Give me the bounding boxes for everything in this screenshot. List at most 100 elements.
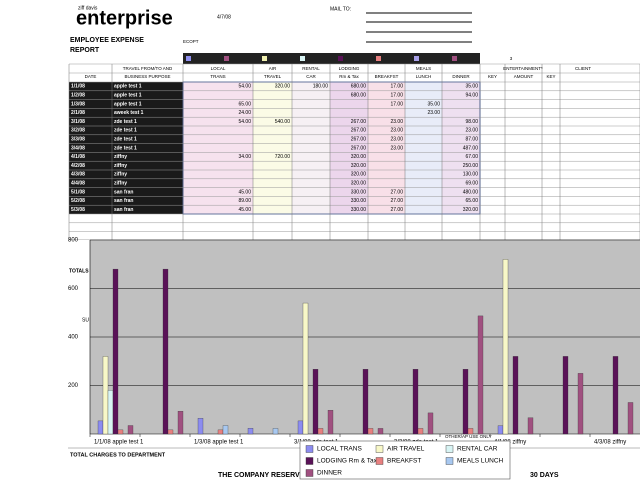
bar bbox=[312, 369, 319, 435]
amount-cell: 23.00 bbox=[465, 128, 478, 134]
legend-swatch bbox=[375, 457, 384, 465]
date-cell: 1/2/08 bbox=[71, 93, 85, 99]
amount-cell: 27.00 bbox=[390, 189, 403, 195]
y-tick-label: 600 bbox=[68, 286, 79, 292]
toolbar-swatch bbox=[338, 56, 343, 61]
amount-cell: 540.00 bbox=[275, 119, 291, 125]
report-title: EMPLOYEE EXPENSE bbox=[70, 37, 144, 44]
bar bbox=[612, 356, 619, 435]
legend-label: LODGING Rm & Tax bbox=[317, 458, 378, 465]
mail-to-label: MAIL TO: bbox=[330, 6, 351, 12]
selected-cells bbox=[69, 82, 183, 214]
column-header: BREAKFST bbox=[375, 74, 399, 79]
toolbar-swatch bbox=[376, 56, 381, 61]
amount-cell: 67.00 bbox=[465, 154, 478, 160]
amount-cell: 24.00 bbox=[238, 110, 251, 116]
date-cell: 3/1/08 bbox=[71, 119, 85, 125]
y-tick-label: 400 bbox=[68, 335, 79, 341]
amount-cell: 65.00 bbox=[238, 101, 251, 107]
column-header: CLIENT bbox=[575, 66, 591, 71]
bar bbox=[477, 315, 484, 435]
date-cell: 5/2/08 bbox=[71, 198, 85, 204]
amount-cell: 35.00 bbox=[427, 101, 440, 107]
purpose-cell: san fran bbox=[114, 198, 133, 204]
x-tick-label: 1/3/08 apple test 1 bbox=[194, 440, 244, 446]
report-title: REPORT bbox=[70, 47, 100, 54]
column-header: RENTAL bbox=[302, 66, 320, 71]
column-header: ENTERTAINMENT* bbox=[503, 66, 543, 71]
amount-cell: 330.00 bbox=[351, 189, 367, 195]
column-header: TRAVEL FROM/TO AND bbox=[123, 66, 173, 71]
amount-cell: 330.00 bbox=[351, 198, 367, 204]
legend-label: AIR TRAVEL bbox=[387, 446, 425, 453]
amount-cell: 487.00 bbox=[463, 145, 479, 151]
amount-cell: 45.00 bbox=[238, 189, 251, 195]
bar bbox=[177, 411, 184, 435]
bar bbox=[127, 425, 134, 435]
legend-swatch bbox=[305, 469, 314, 477]
toolbar-swatch bbox=[186, 56, 191, 61]
amount-cell: 94.00 bbox=[465, 93, 478, 99]
amount-cell: 320.00 bbox=[275, 84, 291, 90]
toolbar-swatch bbox=[452, 56, 457, 61]
date-cell: 4/3/08 bbox=[71, 172, 85, 178]
date-cell: 1/3/08 bbox=[71, 101, 85, 107]
amount-cell: 267.00 bbox=[351, 145, 367, 151]
amount-cell: 250.00 bbox=[463, 163, 479, 169]
date-cell: 1/1/08 bbox=[71, 84, 85, 90]
column-tint bbox=[253, 82, 292, 214]
legend-swatch bbox=[445, 457, 454, 465]
bar bbox=[562, 356, 569, 435]
bar bbox=[512, 356, 519, 435]
purpose-cell: zde test 1 bbox=[114, 128, 137, 134]
legend-label: LOCAL TRANS bbox=[317, 446, 362, 453]
bar bbox=[462, 369, 469, 435]
bar bbox=[197, 418, 204, 435]
bar bbox=[222, 425, 229, 435]
bar bbox=[327, 410, 334, 435]
bar bbox=[302, 302, 309, 435]
bar bbox=[497, 425, 504, 435]
bar bbox=[467, 428, 474, 435]
bar bbox=[167, 429, 174, 435]
date-cell: 4/4/08 bbox=[71, 181, 85, 187]
purpose-cell: aweek test 1 bbox=[114, 110, 144, 116]
sheet: DATE TRAVEL FROM/TO AND BUSINESS PURPOSE LO… bbox=[68, 53, 640, 241]
bar bbox=[412, 369, 419, 435]
amount-cell: 267.00 bbox=[351, 128, 367, 134]
purpose-cell: apple test 1 bbox=[114, 101, 142, 107]
amount-cell: 89.00 bbox=[238, 198, 251, 204]
sheet-label: TOTALS bbox=[69, 268, 89, 274]
bar bbox=[502, 259, 509, 435]
amount-cell: 27.00 bbox=[390, 207, 403, 213]
toolbar-swatch bbox=[300, 56, 305, 61]
date-cell: 3/2/08 bbox=[71, 128, 85, 134]
purpose-cell: san fran bbox=[114, 189, 133, 195]
bar bbox=[217, 429, 224, 435]
x-tick-label: 4/3/08 ziffny bbox=[594, 440, 626, 446]
amount-cell: 17.00 bbox=[390, 101, 403, 107]
bar bbox=[367, 428, 374, 435]
purpose-cell: zde test 1 bbox=[114, 145, 137, 151]
column-header: MEALS bbox=[416, 66, 431, 71]
amount-cell: 320.00 bbox=[351, 181, 367, 187]
column-tint bbox=[330, 82, 368, 214]
column-header: LUNCH bbox=[416, 74, 432, 79]
amount-cell: 23.00 bbox=[390, 119, 403, 125]
amount-cell: 480.00 bbox=[463, 189, 479, 195]
bar bbox=[417, 428, 424, 435]
column-tint bbox=[368, 82, 405, 214]
legend bbox=[299, 440, 511, 480]
column-header: TRAVEL bbox=[264, 74, 282, 79]
legend-swatch bbox=[305, 445, 314, 453]
amount-cell: 330.00 bbox=[351, 207, 367, 213]
amount-cell: 320.00 bbox=[351, 172, 367, 178]
y-tick-label: 800 bbox=[68, 238, 79, 244]
bar bbox=[162, 268, 169, 435]
bar bbox=[97, 420, 104, 435]
amount-cell: 130.00 bbox=[463, 172, 479, 178]
purpose-cell: ziffny bbox=[114, 181, 127, 187]
report-date: 4/7/08 bbox=[217, 14, 231, 20]
column-header: KEY bbox=[488, 74, 497, 79]
date-cell: 4/1/08 bbox=[71, 154, 85, 160]
